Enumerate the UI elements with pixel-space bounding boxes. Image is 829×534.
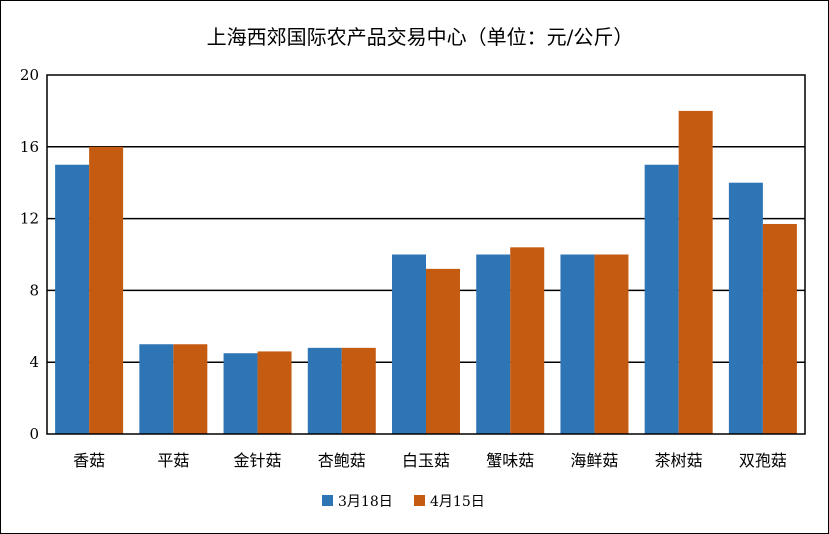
bar-series1: [223, 353, 258, 434]
bar-series1: [55, 164, 90, 434]
bar-series2: [257, 351, 292, 434]
x-category-label: 杏鲍菇: [318, 451, 366, 470]
x-category-label: 海鲜菇: [570, 451, 618, 470]
bar-series2: [678, 110, 713, 435]
bar-series1: [644, 164, 679, 434]
x-category-label: 平菇: [157, 451, 189, 470]
x-category-label: 茶树菇: [655, 451, 703, 470]
bar-series1: [476, 254, 511, 434]
bar-series1: [560, 254, 595, 434]
chart-title: 上海西郊国际农产品交易中心（单位：元/公斤）: [207, 25, 634, 49]
bar-series1: [392, 254, 426, 434]
x-category-label: 蟹味菇: [486, 451, 534, 470]
y-axis-ticks: 0 4 8 12 16 20: [20, 66, 39, 443]
bar-series2: [510, 247, 545, 434]
bar-series2: [341, 347, 376, 434]
x-axis-categories: 香菇 平菇 金针菇 杏鲍菇 白玉菇 蟹味菇 海鲜菇 茶树菇 双孢菇: [73, 451, 787, 470]
bar-series2: [594, 254, 629, 434]
x-category-label: 香菇: [73, 451, 105, 470]
x-category-label: 金针菇: [234, 451, 282, 470]
legend: 3月18日 4月15日: [322, 494, 485, 510]
x-category-label: 双孢菇: [739, 451, 787, 470]
bar-series1: [307, 347, 342, 434]
y-tick-label: 20: [20, 66, 39, 84]
legend-label: 4月15日: [430, 494, 485, 510]
plot-area: [46, 74, 806, 435]
legend-swatch: [322, 495, 333, 506]
bar-series2: [426, 268, 460, 434]
legend-label: 3月18日: [338, 494, 393, 510]
y-tick-label: 12: [20, 210, 39, 228]
y-tick-label: 0: [29, 425, 39, 443]
legend-swatch: [414, 495, 425, 506]
bar-series2: [173, 344, 208, 434]
bars: [55, 110, 797, 435]
bar-series1: [728, 182, 763, 434]
y-tick-label: 8: [29, 281, 39, 299]
bar-series1: [139, 344, 174, 434]
bar-series2: [762, 223, 797, 434]
y-tick-label: 16: [20, 138, 39, 156]
bar-series2: [89, 146, 124, 435]
x-category-label: 白玉菇: [402, 451, 450, 470]
y-tick-label: 4: [29, 353, 39, 371]
